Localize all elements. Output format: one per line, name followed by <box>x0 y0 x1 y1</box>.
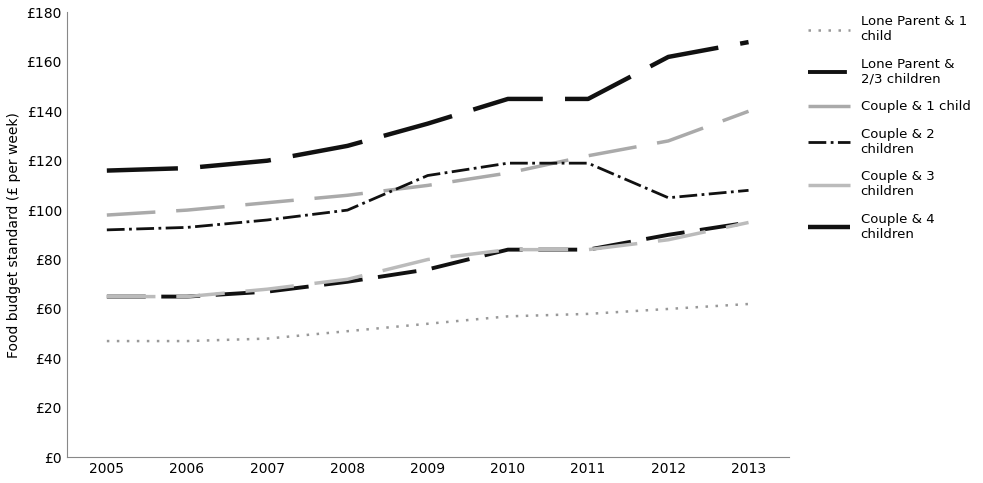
Y-axis label: Food budget standard (£ per week): Food budget standard (£ per week) <box>7 112 21 358</box>
Legend: Lone Parent & 1
child, Lone Parent &
2/3 children, Couple & 1 child, Couple & 2
: Lone Parent & 1 child, Lone Parent & 2/3… <box>802 10 976 246</box>
